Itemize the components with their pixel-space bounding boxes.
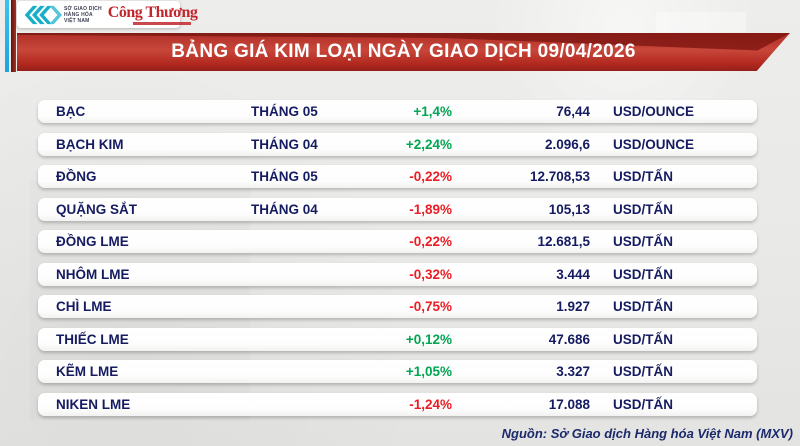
page-title: BẢNG GIÁ KIM LOẠI NGÀY GIAO DỊCH 09/04/2… xyxy=(171,41,636,62)
commodity-name: NHÔM LME xyxy=(56,266,130,282)
price-unit: USD/OUNCE xyxy=(613,104,695,119)
price-value: 3.444 xyxy=(556,266,590,282)
price-unit: USD/TẤN xyxy=(613,364,673,379)
price-value: 105,13 xyxy=(548,201,590,217)
price-unit: USD/TẤN xyxy=(613,396,673,412)
change-percent: -1,89% xyxy=(409,201,452,217)
mxv-logo-text: SỞ GIAO DỊCH HÀNG HÓA VIỆT NAM xyxy=(64,5,102,24)
price-value: 12.681,5 xyxy=(537,234,590,249)
price-value: 76,44 xyxy=(556,104,590,119)
congthuong-tagline-bar xyxy=(133,22,191,25)
contract-month: THÁNG 05 xyxy=(251,104,318,119)
change-percent: +2,24% xyxy=(405,136,452,152)
commodity-name: THIẾC LME xyxy=(56,331,129,347)
change-percent: -0,22% xyxy=(409,169,452,184)
left-accent-stripe-cyan xyxy=(5,0,9,72)
table-row: KẼM LME +1,05% 3.327 USD/TẤN xyxy=(38,360,757,383)
mxv-logo-icon xyxy=(24,5,62,24)
change-percent: -1,24% xyxy=(409,396,452,412)
price-unit: USD/TẤN xyxy=(613,201,673,217)
price-unit: USD/TẤN xyxy=(613,299,673,314)
commodity-name: ĐỒNG LME xyxy=(56,234,129,249)
commodity-name: BẠCH KIM xyxy=(56,136,124,152)
price-value: 47.686 xyxy=(548,331,590,347)
table-row: CHÌ LME -0,75% 1.927 USD/TẤN xyxy=(38,295,757,318)
table-row: ĐỒNG THÁNG 05 -0,22% 12.708,53 USD/TẤN xyxy=(38,165,757,188)
commodity-name: NIKEN LME xyxy=(56,396,131,412)
contract-month: THÁNG 04 xyxy=(251,201,318,217)
price-unit: USD/TẤN xyxy=(613,234,673,249)
price-unit: USD/TẤN xyxy=(613,331,673,347)
price-value: 1.927 xyxy=(556,299,590,314)
price-value: 2.096,6 xyxy=(544,136,590,152)
price-value: 12.708,53 xyxy=(529,169,590,184)
table-row: BẠCH KIM THÁNG 04 +2,24% 2.096,6 USD/OUN… xyxy=(38,132,757,156)
price-table: BẠC THÁNG 05 +1,4% 76,44 USD/OUNCE BẠCH … xyxy=(38,100,757,425)
change-percent: -0,75% xyxy=(409,299,452,314)
price-value: 17.088 xyxy=(548,396,590,412)
change-percent: +1,4% xyxy=(413,104,452,119)
commodity-name: QUẶNG SẮT xyxy=(56,201,137,217)
table-row: THIẾC LME +0,12% 47.686 USD/TẤN xyxy=(38,327,757,351)
change-percent: -0,22% xyxy=(409,234,452,249)
table-row: NHÔM LME -0,32% 3.444 USD/TẤN xyxy=(38,262,757,286)
commodity-name: KẼM LME xyxy=(56,364,119,379)
change-percent: +1,05% xyxy=(405,364,452,379)
table-row: QUẶNG SẮT THÁNG 04 -1,89% 105,13 USD/TẤN xyxy=(38,197,757,221)
change-percent: -0,32% xyxy=(409,266,452,282)
logo-plate: SỞ GIAO DỊCH HÀNG HÓA VIỆT NAM Công Thươ… xyxy=(17,1,198,28)
congthuong-logo: Công Thương xyxy=(107,3,198,21)
contract-month: THÁNG 04 xyxy=(251,136,318,152)
table-row: ĐỒNG LME -0,22% 12.681,5 USD/TẤN xyxy=(38,230,757,253)
price-unit: USD/TẤN xyxy=(613,169,673,184)
background-watermark xyxy=(656,12,746,32)
left-accent-stripe-maroon xyxy=(11,0,16,72)
table-row: BẠC THÁNG 05 +1,4% 76,44 USD/OUNCE xyxy=(38,100,757,123)
commodity-name: ĐỒNG xyxy=(56,169,97,184)
source-credit: Nguồn: Sở Giao dịch Hàng hóa Việt Nam (M… xyxy=(501,426,793,441)
contract-month: THÁNG 05 xyxy=(251,169,318,184)
title-banner: BẢNG GIÁ KIM LOẠI NGÀY GIAO DỊCH 09/04/2… xyxy=(17,33,790,71)
price-unit: USD/OUNCE xyxy=(613,136,695,152)
commodity-name: CHÌ LME xyxy=(56,299,112,314)
table-row: NIKEN LME -1,24% 17.088 USD/TẤN xyxy=(38,392,757,416)
price-value: 3.327 xyxy=(556,364,590,379)
commodity-name: BẠC xyxy=(56,104,86,119)
change-percent: +0,12% xyxy=(405,331,452,347)
price-unit: USD/TẤN xyxy=(613,266,673,282)
